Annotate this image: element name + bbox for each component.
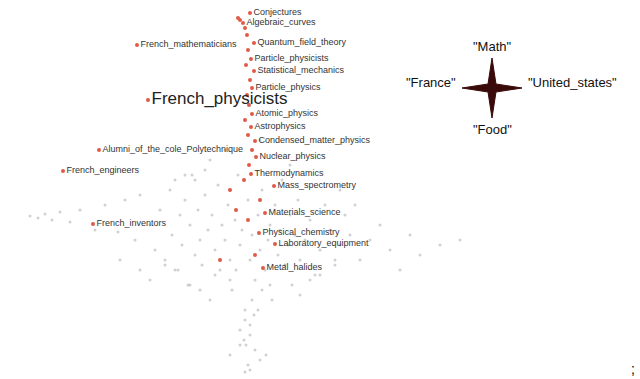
svg-text:French_inventors: French_inventors xyxy=(97,218,167,228)
svg-text:Quantum_field_theory: Quantum_field_theory xyxy=(258,37,347,47)
svg-text:Mass_spectrometry: Mass_spectrometry xyxy=(278,180,357,190)
svg-text:;: ; xyxy=(631,361,635,377)
svg-text:Alumni_of_the_cole_Polytechniq: Alumni_of_the_cole_Polytechnique xyxy=(103,144,244,154)
svg-text:"Food": "Food" xyxy=(473,122,512,137)
svg-text:Condensed_matter_physics: Condensed_matter_physics xyxy=(259,135,371,145)
svg-text:French_mathematicians: French_mathematicians xyxy=(141,39,238,49)
svg-text:Thermodynamics: Thermodynamics xyxy=(255,168,325,178)
svg-text:"Math": "Math" xyxy=(473,39,512,54)
svg-text:"France": "France" xyxy=(406,75,456,90)
svg-text:French_engineers: French_engineers xyxy=(67,165,140,175)
svg-text:Conjectures: Conjectures xyxy=(254,7,303,17)
svg-text:Statistical_mechanics: Statistical_mechanics xyxy=(258,65,345,75)
svg-text:Metal_halides: Metal_halides xyxy=(267,262,323,272)
svg-text:Astrophysics: Astrophysics xyxy=(255,121,307,131)
svg-text:Particle_physics: Particle_physics xyxy=(256,82,322,92)
svg-text:Laboratory_equipment: Laboratory_equipment xyxy=(279,238,370,248)
svg-text:Particle_physicists: Particle_physicists xyxy=(255,53,330,63)
svg-text:Materials_science: Materials_science xyxy=(269,207,341,217)
svg-text:Algebraic_curves: Algebraic_curves xyxy=(247,17,317,27)
svg-text:Atomic_physics: Atomic_physics xyxy=(256,108,319,118)
svg-text:Nuclear_physics: Nuclear_physics xyxy=(260,151,327,161)
svg-text:French_physicists: French_physicists xyxy=(152,89,288,108)
svg-text:Physical_chemistry: Physical_chemistry xyxy=(263,227,341,237)
svg-text:"United_states": "United_states" xyxy=(528,75,617,90)
